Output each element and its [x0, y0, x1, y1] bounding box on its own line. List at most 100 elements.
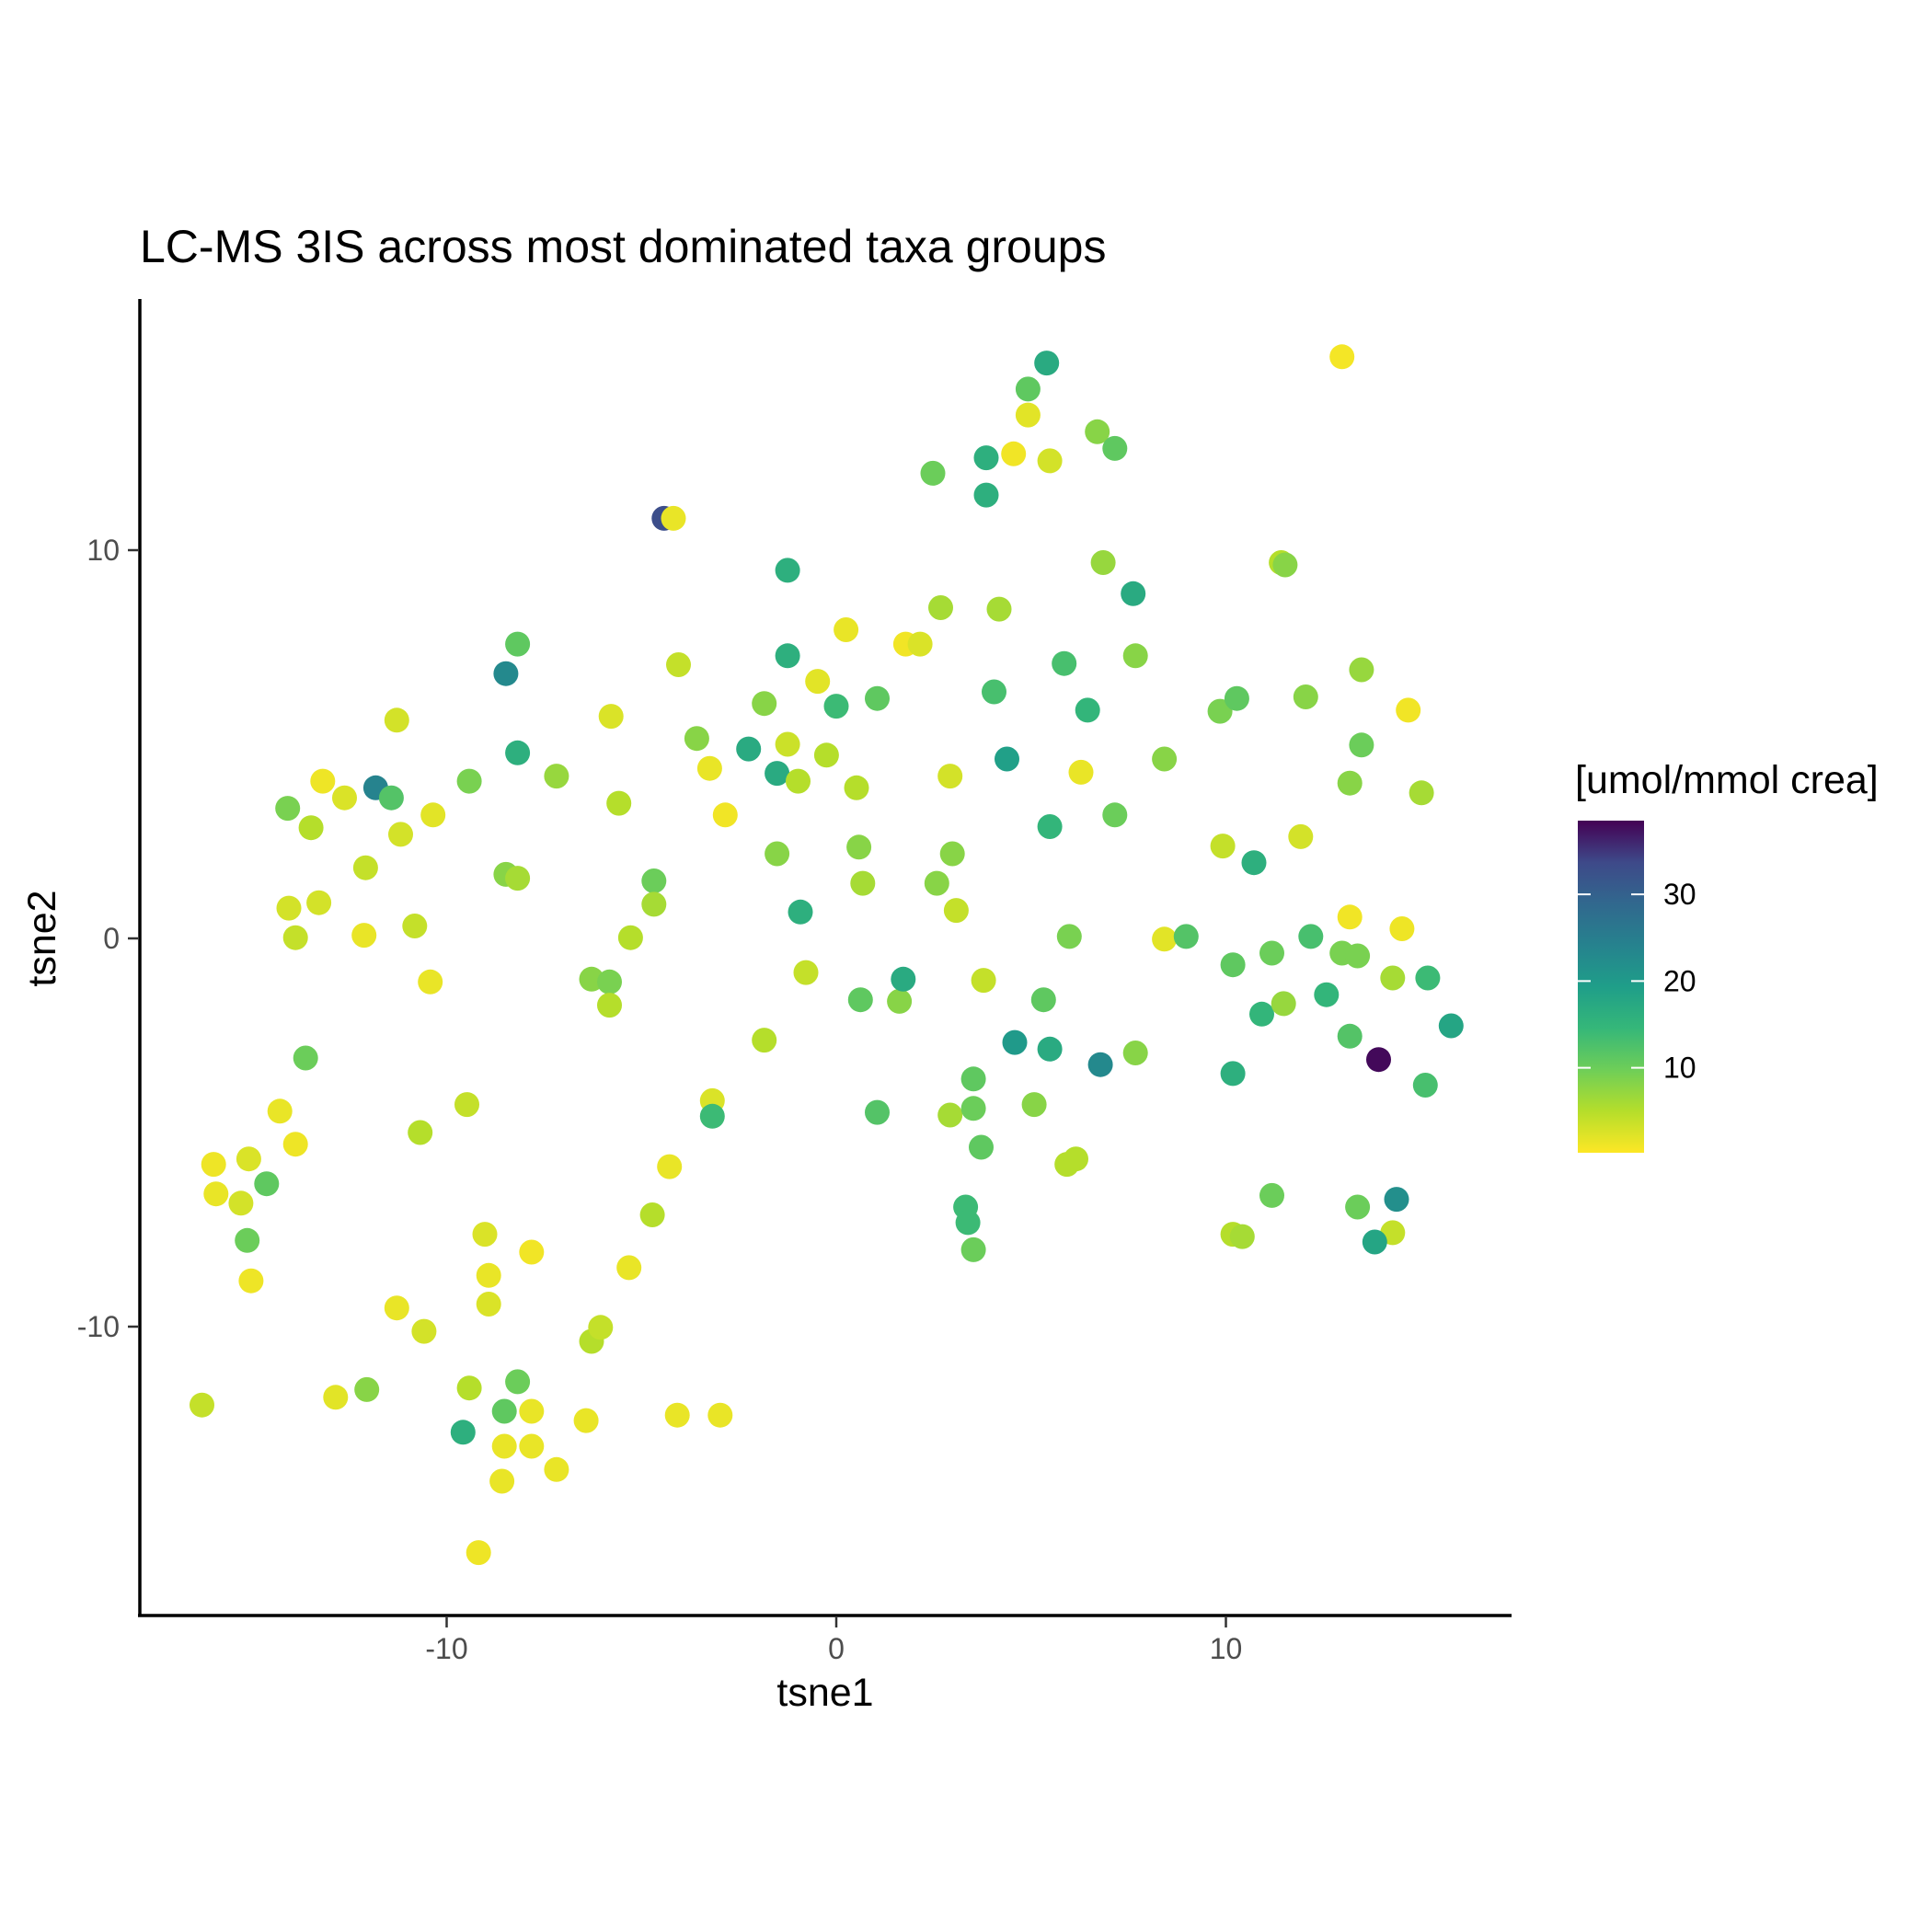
data-point: [1173, 924, 1199, 949]
data-point: [1349, 657, 1374, 683]
data-point: [775, 643, 800, 669]
legend-ticks: 10 20 30: [1578, 878, 1696, 1085]
data-point: [865, 685, 890, 711]
data-point: [267, 1098, 293, 1124]
x-tick-label: 10: [1210, 1632, 1243, 1665]
data-point: [597, 993, 622, 1018]
data-point: [684, 726, 709, 752]
data-point: [786, 768, 811, 794]
data-point: [1056, 924, 1082, 949]
y-axis-title: tsne2: [20, 890, 64, 986]
data-point: [588, 1315, 614, 1340]
data-point: [505, 866, 531, 891]
data-point: [491, 1398, 517, 1424]
data-point: [960, 1096, 986, 1121]
data-point: [489, 1468, 515, 1494]
data-point: [282, 1132, 308, 1157]
data-point: [699, 1103, 725, 1129]
data-point: [1438, 1013, 1464, 1039]
data-point: [846, 834, 872, 860]
data-point: [995, 746, 1019, 772]
data-point: [1037, 448, 1063, 474]
legend: [umol/mmol crea] 10 20 30: [1575, 758, 1879, 1153]
legend-title: [umol/mmol crea]: [1575, 758, 1879, 802]
data-point: [805, 669, 831, 695]
data-point: [466, 1540, 491, 1566]
data-point: [661, 505, 686, 531]
data-point: [1207, 698, 1233, 724]
data-point: [617, 925, 643, 950]
data-point: [1068, 759, 1094, 785]
data-point: [939, 841, 965, 867]
data-point: [491, 1433, 517, 1459]
data-point: [236, 1146, 261, 1172]
data-point: [973, 445, 999, 471]
data-point: [937, 764, 963, 789]
data-point: [1409, 780, 1434, 806]
data-point: [907, 631, 933, 657]
data-point: [1220, 1061, 1246, 1087]
data-point: [969, 1134, 994, 1160]
data-point: [519, 1433, 545, 1459]
data-point: [1030, 987, 1056, 1013]
data-point: [351, 923, 377, 949]
data-point: [1337, 904, 1363, 930]
data-point: [238, 1268, 264, 1294]
points-layer: [190, 344, 1464, 1566]
chart-title: LC-MS 3IS across most dominated taxa gro…: [140, 221, 1106, 272]
data-point: [1102, 435, 1128, 461]
data-point: [235, 1227, 260, 1253]
data-point: [712, 802, 738, 828]
data-point: [1259, 940, 1284, 966]
legend-tick-label: 30: [1663, 878, 1696, 911]
data-point: [657, 1154, 683, 1179]
data-point: [850, 870, 876, 896]
x-tick-label: 0: [828, 1632, 845, 1665]
data-point: [1002, 1029, 1028, 1055]
data-point: [456, 1375, 482, 1401]
data-point: [765, 841, 790, 867]
data-point: [420, 802, 446, 828]
data-point: [190, 1392, 214, 1418]
data-point: [1152, 746, 1178, 772]
data-point: [573, 1408, 599, 1433]
data-point: [891, 966, 916, 992]
legend-tick-label: 10: [1663, 1052, 1696, 1085]
data-point: [1087, 1052, 1113, 1077]
data-point: [844, 775, 869, 800]
data-point: [1380, 965, 1406, 991]
data-point: [1249, 1001, 1274, 1027]
data-point: [1241, 850, 1267, 876]
data-point: [960, 1236, 986, 1262]
data-point: [519, 1398, 545, 1424]
data-point: [1090, 550, 1116, 575]
data-point: [1337, 1023, 1363, 1049]
data-point: [310, 768, 336, 794]
data-point: [519, 1239, 545, 1265]
data-point: [1102, 802, 1128, 828]
data-point: [505, 740, 531, 765]
data-point: [928, 595, 953, 620]
x-tick-label: -10: [425, 1632, 467, 1665]
data-point: [666, 652, 691, 677]
data-point: [639, 1202, 665, 1227]
data-point: [1021, 1092, 1047, 1118]
data-point: [384, 1295, 409, 1321]
data-point: [920, 460, 946, 486]
data-point: [505, 631, 531, 657]
data-point: [1152, 926, 1178, 952]
data-point: [293, 1045, 318, 1071]
data-point: [1015, 376, 1041, 402]
data-point: [323, 1385, 349, 1410]
data-point: [1272, 552, 1298, 578]
data-point: [813, 742, 839, 768]
data-point: [275, 796, 301, 822]
data-point: [544, 764, 569, 789]
data-point: [1345, 1194, 1371, 1220]
data-point: [1412, 1073, 1438, 1098]
data-point: [1001, 441, 1027, 466]
data-point: [378, 785, 404, 811]
data-point: [765, 761, 790, 787]
data-point: [276, 895, 302, 921]
